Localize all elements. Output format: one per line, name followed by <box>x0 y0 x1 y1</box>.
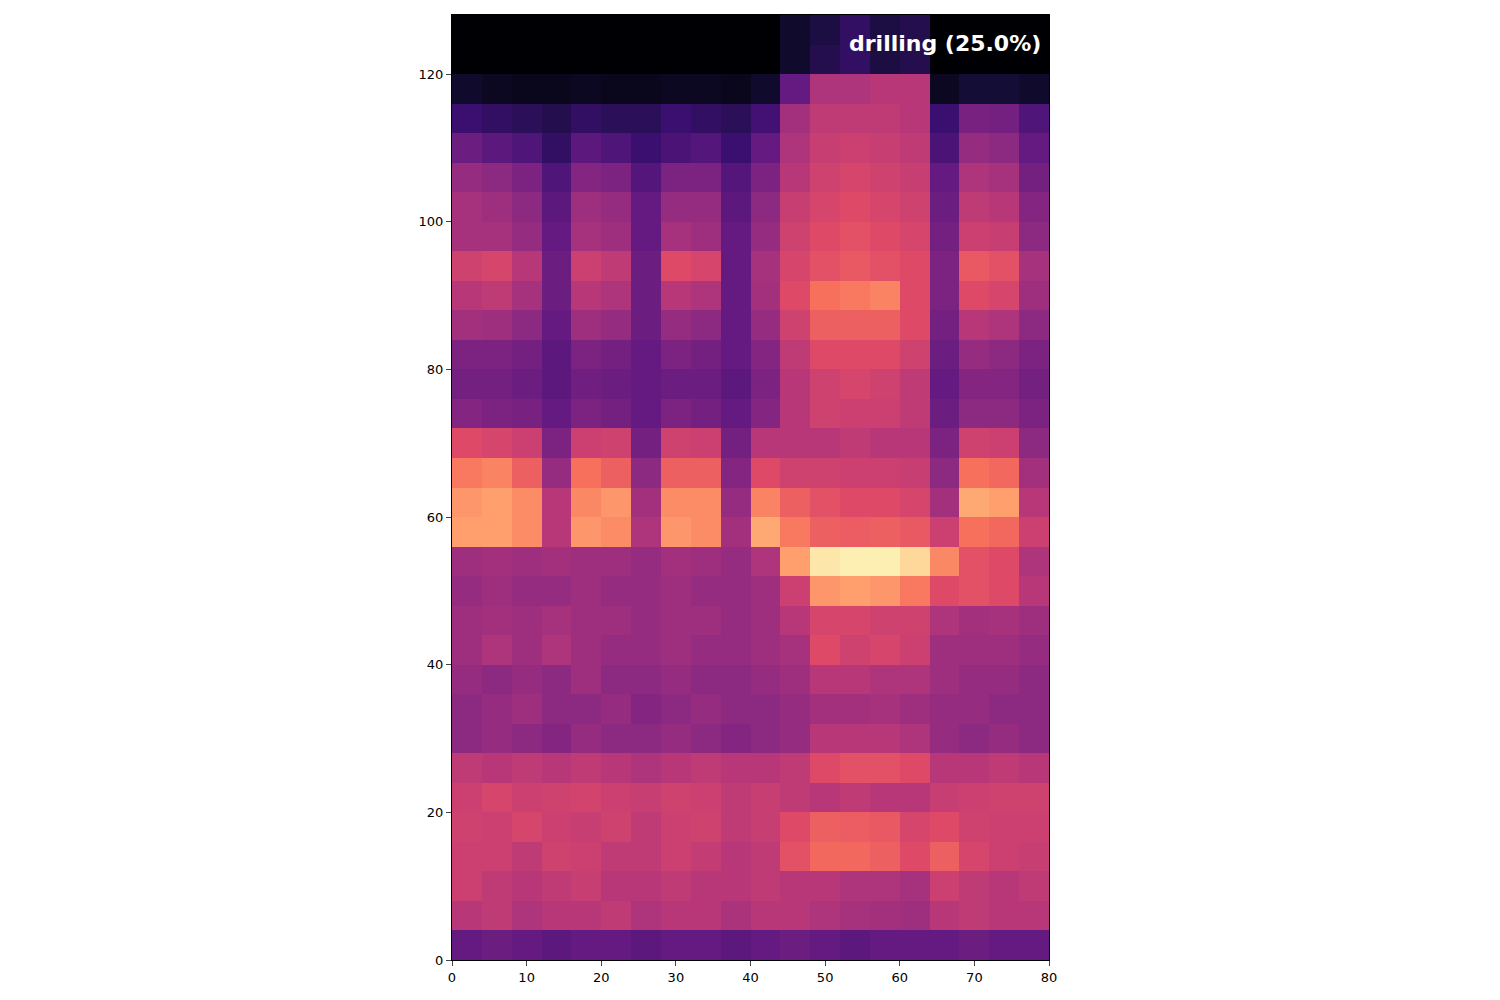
svg-text:60: 60 <box>891 970 908 985</box>
svg-text:60: 60 <box>427 510 444 525</box>
svg-text:80: 80 <box>1041 970 1058 985</box>
svg-text:80: 80 <box>427 362 444 377</box>
svg-text:drilling (25.0%): drilling (25.0%) <box>849 31 1041 56</box>
svg-text:120: 120 <box>419 67 444 82</box>
svg-text:30: 30 <box>668 970 685 985</box>
svg-text:70: 70 <box>966 970 983 985</box>
svg-text:0: 0 <box>448 970 456 985</box>
svg-text:10: 10 <box>518 970 535 985</box>
svg-text:20: 20 <box>593 970 610 985</box>
svg-text:100: 100 <box>419 214 444 229</box>
svg-text:20: 20 <box>427 805 444 820</box>
svg-text:50: 50 <box>817 970 834 985</box>
svg-text:40: 40 <box>427 657 444 672</box>
svg-text:0: 0 <box>435 953 443 968</box>
svg-text:40: 40 <box>742 970 759 985</box>
